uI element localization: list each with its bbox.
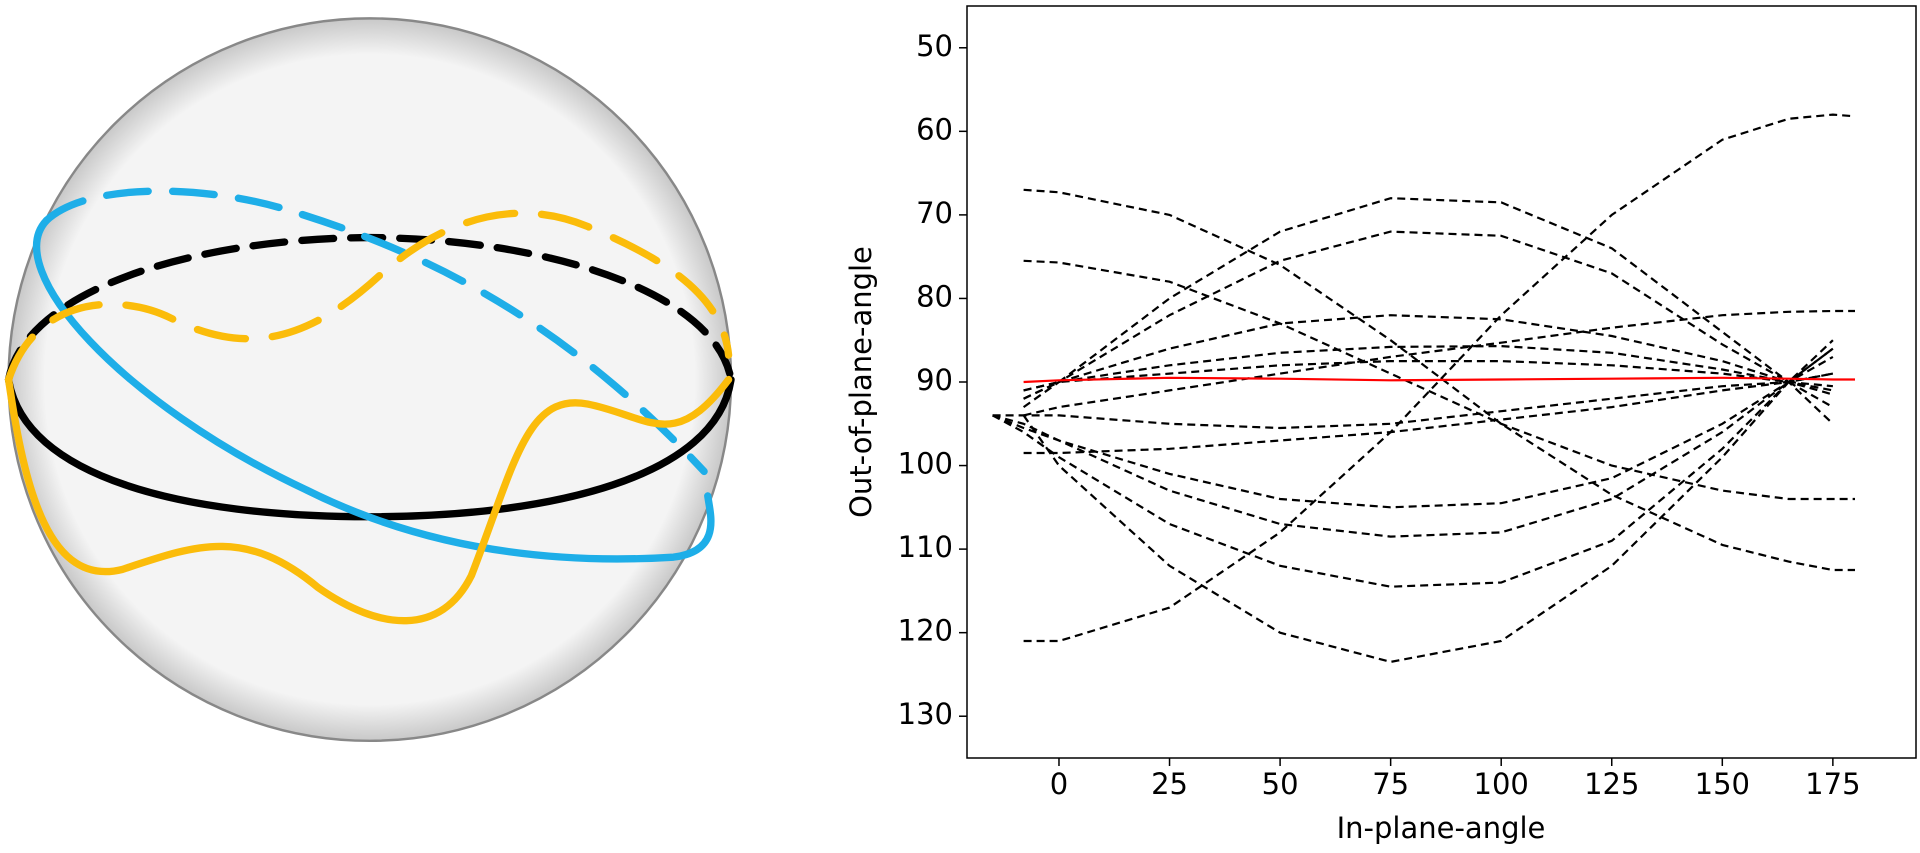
- x-axis-label: In-plane-angle: [1337, 811, 1546, 845]
- sphere-illustration: [4, 17, 735, 743]
- y-tick-label: 50: [916, 29, 953, 63]
- x-tick-label: 0: [1050, 767, 1068, 801]
- series-line: [1022, 347, 1834, 664]
- x-tick-label: 150: [1695, 767, 1750, 801]
- x-tick-label: 175: [1805, 767, 1860, 801]
- y-tick-label: 120: [898, 614, 953, 648]
- sphere: [7, 17, 733, 743]
- y-tick-label: 100: [898, 447, 953, 481]
- series-line: [992, 347, 1834, 538]
- series-line: [1023, 197, 1834, 425]
- x-tick-label: 25: [1151, 767, 1188, 801]
- series-line: [1023, 360, 1834, 392]
- series-line: [1023, 372, 1834, 455]
- y-axis-label: Out-of-plane-angle: [844, 246, 878, 518]
- series-line: [1023, 309, 1855, 417]
- series-line: [1022, 230, 1834, 409]
- y-tick-label: 70: [916, 196, 953, 230]
- x-tick-label: 50: [1262, 767, 1299, 801]
- series-line: [1023, 113, 1856, 643]
- y-tick-label: 130: [898, 697, 953, 731]
- yellow-path-back: [4, 209, 733, 384]
- y-tick-label: 90: [916, 363, 953, 397]
- line-chart: In-plane-angle Out-of-plane-angle 0 25 50 7…: [844, 5, 1917, 845]
- y-tick-label: 80: [916, 279, 953, 313]
- blue-path-back: [42, 187, 708, 476]
- series-line: [1023, 376, 1855, 384]
- yellow-path-front: [4, 375, 733, 625]
- series-line: [992, 355, 1834, 509]
- series-line: [992, 372, 1834, 430]
- x-tick-label: 125: [1584, 767, 1639, 801]
- y-tick-label: 60: [916, 112, 953, 146]
- x-tick-label: 100: [1474, 767, 1529, 801]
- series-line: [1023, 314, 1834, 400]
- y-tick-label: 110: [898, 530, 953, 564]
- x-tick-label: 75: [1372, 767, 1409, 801]
- series-line: [1023, 344, 1834, 392]
- series-line: [1023, 188, 1855, 572]
- series-line: [1023, 259, 1855, 501]
